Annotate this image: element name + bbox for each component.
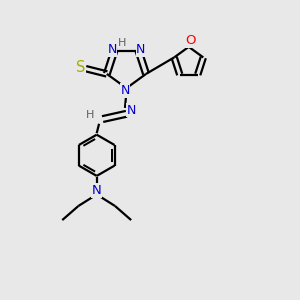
Text: N: N bbox=[136, 43, 146, 56]
Text: N: N bbox=[120, 84, 130, 97]
Text: O: O bbox=[185, 34, 196, 47]
Text: H: H bbox=[86, 110, 94, 120]
Text: N: N bbox=[127, 104, 136, 117]
Text: H: H bbox=[118, 38, 126, 48]
Text: N: N bbox=[92, 184, 102, 197]
Text: N: N bbox=[107, 43, 117, 56]
Text: S: S bbox=[76, 60, 85, 75]
